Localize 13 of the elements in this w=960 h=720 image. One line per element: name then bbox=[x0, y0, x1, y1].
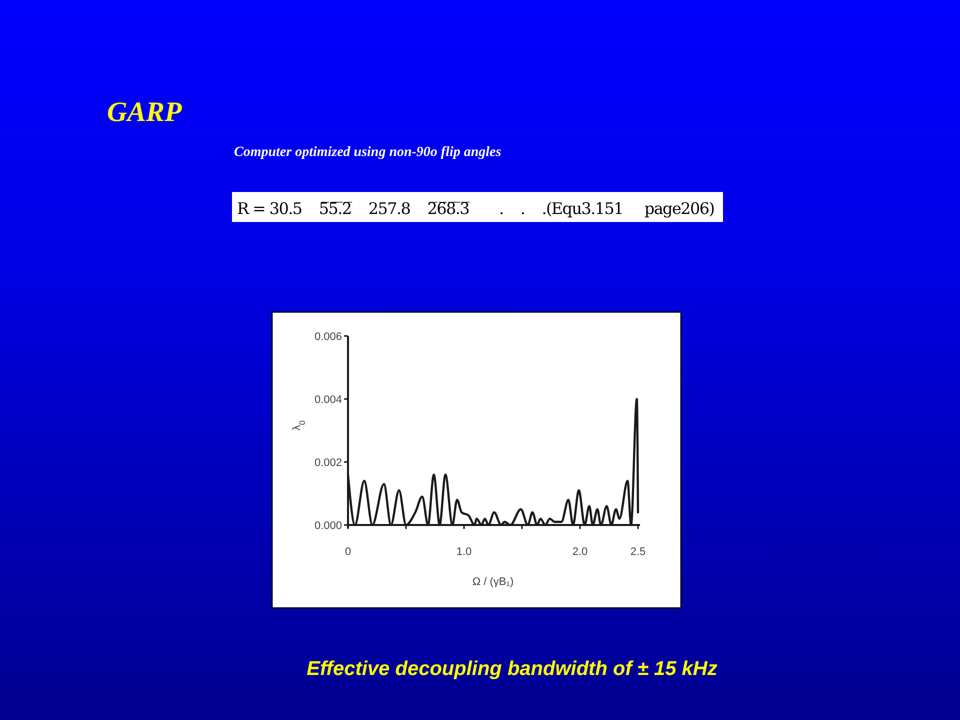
chart-subtitle: Computer optimized using non-90o flip angles bbox=[234, 145, 502, 160]
y-tick-label: 0.006 bbox=[314, 330, 342, 343]
x-tick-label: 1.0 bbox=[456, 546, 472, 558]
text: R = 30.5 5̅5̅.̅2̅ 257.8 2̅6̅8̅.̅3̅ . . .(Equ3.151 page206) bbox=[237, 199, 715, 218]
x-axis-title: Ω / (γB₁) bbox=[472, 576, 514, 588]
y-tick-label: 0.004 bbox=[314, 394, 342, 406]
x-tick-label: 2.0 bbox=[572, 546, 588, 558]
y-tick-label: 0.000 bbox=[314, 520, 342, 532]
x-tick-label: 0 bbox=[344, 546, 352, 558]
x-tick-label: 2.5 bbox=[630, 546, 646, 558]
chart-title: GARP bbox=[107, 97, 183, 128]
y-tick-label: 0.002 bbox=[314, 456, 342, 469]
text: Effective decoupling bandwidth of ± 15 kHz bbox=[306, 658, 718, 680]
